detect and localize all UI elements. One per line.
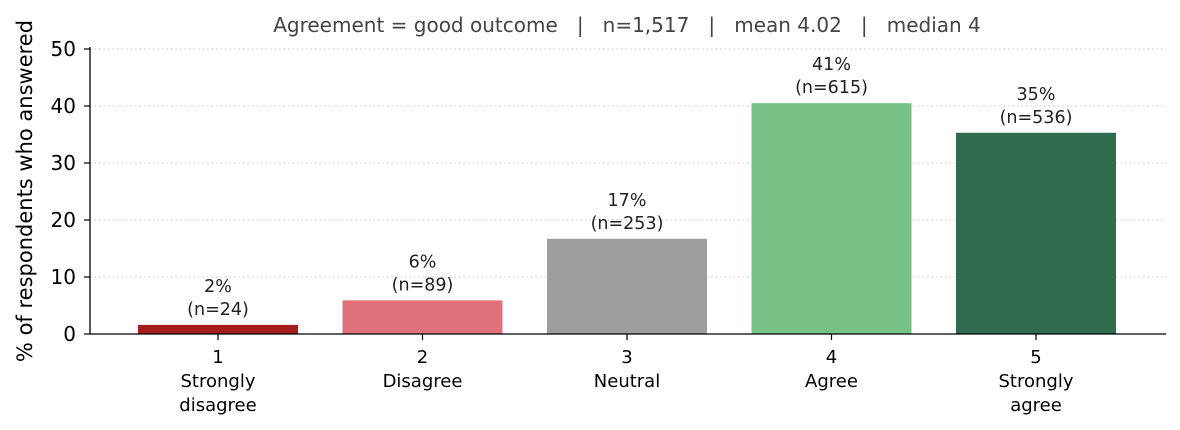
data-label-count: (n=253) — [591, 214, 664, 234]
data-label-percent: 35% — [1017, 85, 1056, 105]
x-tick-name: Disagree — [383, 371, 463, 392]
x-tick-name: Strongly — [999, 371, 1074, 392]
data-label-percent: 17% — [608, 191, 647, 211]
data-label-percent: 6% — [409, 252, 437, 272]
bar-2 — [342, 300, 503, 334]
chart-title: Agreement = good outcome | n=1,517 | mea… — [273, 13, 981, 37]
x-tick-name-line2: agree — [1010, 395, 1062, 416]
data-label-count: (n=89) — [392, 275, 454, 295]
bar-1 — [138, 324, 298, 334]
y-tick-label: 50 — [51, 37, 76, 61]
x-tick-code: 4 — [826, 347, 837, 368]
x-tick-code: 3 — [621, 347, 632, 368]
axes — [89, 47, 1166, 335]
bar-5 — [956, 132, 1116, 334]
data-label-count: (n=536) — [1000, 108, 1073, 128]
data-label-count: (n=24) — [187, 300, 249, 320]
x-tick-code: 2 — [417, 347, 428, 368]
x-tick-name: Neutral — [594, 371, 660, 392]
data-label-percent: 41% — [812, 55, 851, 75]
x-ticks: 1 Strongly disagree 2 Disagree 3 Neutral 4 Agree… — [179, 334, 1074, 416]
y-tick-label: 40 — [51, 94, 76, 118]
x-tick-name: Agree — [805, 371, 858, 392]
y-tick-label: 20 — [51, 208, 76, 232]
x-tick-code: 1 — [212, 347, 223, 368]
data-labels: 2% (n=24) 6% (n=89) 17% (n=253) 41% (n=615) 35% (… — [187, 55, 1072, 320]
data-label-percent: 2% — [204, 277, 232, 297]
bar-4 — [751, 103, 912, 335]
bars — [138, 103, 1116, 335]
y-ticks: 0 10 20 30 40 50 — [51, 37, 90, 346]
x-tick-name-line2: disagree — [179, 395, 256, 416]
y-axis-label: % of respondents who answered — [13, 20, 37, 362]
y-tick-label: 10 — [51, 265, 76, 289]
y-tick-label: 0 — [63, 322, 76, 346]
bar-3 — [547, 238, 707, 334]
x-tick-name: Strongly — [181, 371, 256, 392]
data-label-count: (n=615) — [795, 78, 868, 98]
y-tick-label: 30 — [51, 151, 76, 175]
x-tick-code: 5 — [1030, 347, 1041, 368]
